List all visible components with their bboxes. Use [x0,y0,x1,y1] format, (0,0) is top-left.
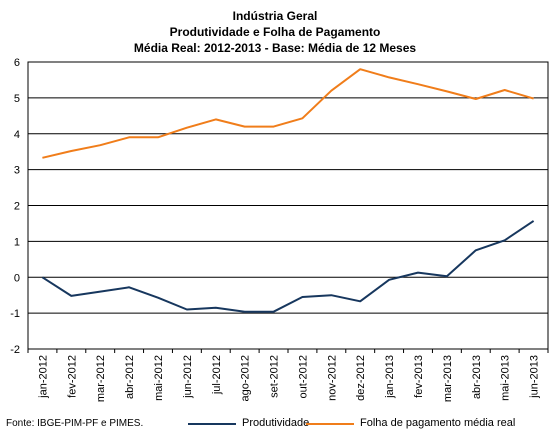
chart-title: Indústria Geral [232,9,318,23]
x-tick-label: abr-2012 [124,355,136,399]
x-tick-label: fev-2012 [66,355,78,398]
y-tick-label: 3 [14,165,20,177]
y-tick-label: 4 [14,129,20,141]
x-tick-label: jun-2013 [529,355,541,399]
x-tick-label: nov-2012 [326,355,338,401]
x-tick-label: set-2012 [269,355,281,398]
y-tick-label: 0 [14,272,20,284]
x-tick-label: ago-2012 [240,355,252,402]
x-tick-label: mai-2013 [500,355,512,401]
y-tick-label: -2 [10,344,20,356]
x-tick-label: fev-2013 [413,355,425,398]
x-tick-label: mar-2012 [95,355,107,402]
y-tick-label: 6 [14,57,20,69]
x-tick-label: out-2012 [297,355,309,398]
x-tick-label: jan-2012 [37,355,49,399]
legend-label-produtividade: Produtividade [242,417,310,429]
y-tick-label: 5 [14,93,20,105]
x-tick-label: jan-2013 [384,355,396,399]
series-line-produtividade [41,220,535,313]
x-tick-label: mai-2012 [153,355,165,401]
legend-swatch-produtividade [188,423,236,425]
legend-swatch-folha [306,423,354,425]
y-tick-label: -1 [10,308,20,320]
y-tick-label: 1 [14,236,20,248]
source-note: Fonte: IBGE-PIM-PF e PIMES. [6,418,144,429]
legend-label-folha: Folha de pagamento média real [360,417,516,429]
x-tick-label: jun-2012 [182,355,194,399]
x-tick-label: jul-2012 [211,355,223,395]
x-tick-label: abr-2013 [471,355,483,399]
x-tick-label: dez-2012 [355,355,367,401]
series-line-folha [42,68,534,159]
x-tick-label: mar-2013 [442,355,454,402]
y-tick-label: 2 [14,201,20,213]
chart-subtitle-2: Média Real: 2012-2013 - Base: Média de 1… [133,41,417,55]
chart-subtitle: Produtividade e Folha de Pagamento [169,25,381,39]
